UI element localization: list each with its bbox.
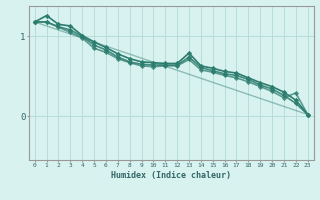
- X-axis label: Humidex (Indice chaleur): Humidex (Indice chaleur): [111, 171, 231, 180]
